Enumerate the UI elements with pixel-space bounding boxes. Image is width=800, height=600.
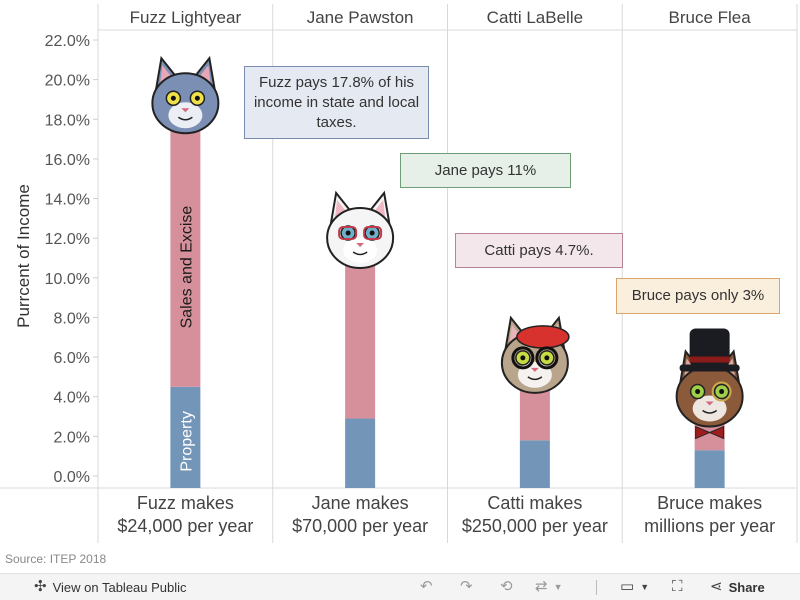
- tax-chart: Purrcent of Income 0.0% 2.0% 4.0% 6.0% 8.0% 1…: [0, 4, 798, 543]
- y-tick-label: 0.0%: [54, 469, 90, 486]
- bar-label-property: Property: [178, 411, 195, 471]
- y-tick-label: 6.0%: [54, 350, 90, 367]
- y-tick-label: 14.0%: [45, 192, 90, 209]
- bar-sales-excise: [345, 258, 376, 419]
- source-note: Source: ITEP 2018: [5, 552, 107, 566]
- income-label: Bruce makes: [657, 493, 762, 513]
- tableau-logo-icon: ✣: [34, 578, 47, 595]
- annotation-callout: Catti pays 4.7%.: [455, 233, 623, 268]
- income-label: Catti makes: [487, 493, 582, 513]
- y-tick-label: 2.0%: [54, 429, 90, 446]
- column-header: Catti LaBelle: [487, 8, 583, 27]
- y-tick-label: 8.0%: [54, 310, 90, 327]
- bar-sales-excise: [170, 123, 201, 387]
- cat-face-icon: [326, 190, 395, 269]
- column-header: Fuzz Lightyear: [130, 8, 242, 27]
- redo-icon[interactable]: ↷: [460, 578, 473, 595]
- annotation-callout: Bruce pays only 3%: [616, 278, 780, 314]
- toolbar-separator: [596, 580, 597, 595]
- revert-icon[interactable]: ⟲: [500, 578, 513, 595]
- column-header: Bruce Flea: [669, 8, 752, 27]
- undo-icon[interactable]: ↶: [420, 578, 433, 595]
- bar-property: [519, 440, 550, 488]
- cat-face-icon: [500, 315, 570, 394]
- bars-layer: [170, 123, 725, 488]
- share-button[interactable]: ⋖ Share: [710, 579, 765, 595]
- refresh-icon[interactable]: ⇄ ▼: [535, 578, 563, 595]
- income-label: $70,000 per year: [292, 516, 428, 536]
- income-label: $24,000 per year: [117, 516, 253, 536]
- income-label: $250,000 per year: [462, 516, 608, 536]
- income-label: Jane makes: [312, 493, 409, 513]
- cat-face-icon: [675, 328, 744, 440]
- y-tick-label: 22.0%: [45, 33, 90, 50]
- faces-layer: [151, 55, 744, 440]
- y-tick-label: 16.0%: [45, 152, 90, 169]
- tableau-toolbar: ✣ View on Tableau Public ↶ ↷ ⟲ ⇄ ▼ ▭ ▼ ⛶…: [0, 573, 800, 600]
- bar-property: [345, 418, 376, 488]
- download-icon[interactable]: ▭ ▼: [620, 578, 650, 595]
- y-tick-label: 20.0%: [45, 73, 90, 90]
- y-axis-title: Purrcent of Income: [14, 184, 33, 328]
- bar-label-sales: Sales and Excise: [178, 206, 195, 329]
- annotation-callout: Fuzz pays 17.8% of his income in state a…: [244, 66, 429, 139]
- share-label: Share: [728, 579, 765, 595]
- view-on-tableau-label: View on Tableau Public: [52, 579, 187, 595]
- y-tick-label: 18.0%: [45, 112, 90, 129]
- fullscreen-icon[interactable]: ⛶: [672, 578, 683, 595]
- y-tick-label: 4.0%: [54, 390, 90, 407]
- y-tick-label: 10.0%: [45, 271, 90, 288]
- share-icon: ⋖: [710, 578, 723, 595]
- cat-face-icon: [151, 55, 220, 135]
- text-layer: Purrcent of Income 0.0% 2.0% 4.0% 6.0% 8.0% 1…: [14, 8, 775, 536]
- annotation-callout: Jane pays 11%: [400, 153, 571, 188]
- y-tick-label: 12.0%: [45, 231, 90, 248]
- income-label: millions per year: [644, 516, 775, 536]
- income-label: Fuzz makes: [137, 493, 234, 513]
- bar-property: [694, 450, 725, 488]
- view-on-tableau-link[interactable]: ✣ View on Tableau Public: [34, 579, 187, 595]
- column-header: Jane Pawston: [307, 8, 414, 27]
- bar-property: [170, 386, 201, 488]
